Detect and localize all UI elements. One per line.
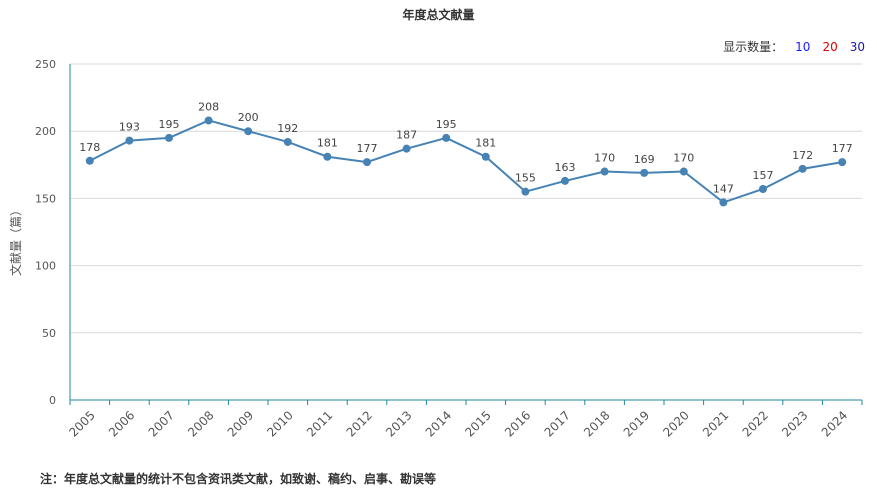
y-tick-label: 200 <box>35 125 56 138</box>
y-tick-label: 100 <box>35 260 56 273</box>
data-label: 208 <box>198 100 219 113</box>
data-point[interactable] <box>363 158 371 167</box>
x-tick-label: 2007 <box>146 408 177 439</box>
line-chart: 0 50 100 150 200 250 2005 2006 2007 2008 2009 2010 2… <box>8 58 863 440</box>
data-point[interactable] <box>521 187 530 196</box>
series-line <box>89 119 843 204</box>
data-point[interactable] <box>719 198 728 207</box>
data-label: 192 <box>277 122 298 135</box>
data-label: 147 <box>713 182 734 195</box>
data-label: 169 <box>634 153 655 166</box>
data-label: 181 <box>475 137 496 150</box>
data-label: 177 <box>832 142 853 155</box>
data-label: 177 <box>357 142 378 155</box>
data-label: 178 <box>79 141 100 154</box>
data-point[interactable] <box>125 136 134 145</box>
data-point[interactable] <box>481 152 490 161</box>
data-point[interactable] <box>283 137 292 146</box>
data-point[interactable] <box>759 184 767 193</box>
x-tick-label: 2006 <box>106 408 137 439</box>
y-tick-label: 150 <box>35 192 56 205</box>
x-tick-label: 2024 <box>819 408 850 439</box>
x-tick-label: 2021 <box>700 408 731 439</box>
data-point[interactable] <box>679 167 688 176</box>
x-tick-label: 2009 <box>225 408 256 439</box>
y-tick-label: 0 <box>49 394 56 407</box>
data-point[interactable] <box>204 116 213 125</box>
x-tick-label: 2023 <box>779 408 810 439</box>
data-point[interactable] <box>323 152 332 161</box>
x-tick-label: 2015 <box>462 408 493 439</box>
x-tick-label: 2008 <box>185 408 216 439</box>
display-count-30[interactable]: 30 <box>849 39 865 54</box>
x-tick-label: 2011 <box>304 408 335 439</box>
display-count-label: 显示数量： <box>723 40 784 54</box>
x-tick-label: 2016 <box>502 408 533 439</box>
data-point[interactable] <box>561 176 569 185</box>
data-point[interactable] <box>402 144 411 153</box>
display-count-10[interactable]: 10 <box>795 39 811 54</box>
x-tick-label: 2018 <box>581 408 612 439</box>
data-point[interactable] <box>165 133 173 142</box>
x-tick-label: 2019 <box>621 408 652 439</box>
data-label: 170 <box>594 152 615 165</box>
data-point[interactable] <box>798 164 807 173</box>
data-point[interactable] <box>600 167 609 176</box>
data-label: 187 <box>396 129 417 142</box>
data-label: 181 <box>317 137 338 150</box>
y-tick-label: 250 <box>35 58 56 71</box>
data-label: 200 <box>238 111 259 124</box>
data-label: 172 <box>792 149 813 162</box>
x-tick-label: 2010 <box>264 408 295 439</box>
data-point[interactable] <box>244 127 253 136</box>
x-tick-label: 2013 <box>383 408 414 439</box>
x-tick-label: 2012 <box>344 408 375 439</box>
data-label: 170 <box>673 152 694 165</box>
data-label: 155 <box>515 172 536 185</box>
data-label: 195 <box>159 118 180 131</box>
data-point[interactable] <box>640 168 649 177</box>
x-tick-label: 2022 <box>740 408 771 439</box>
data-label: 195 <box>436 118 457 131</box>
x-tick-label: 2020 <box>660 408 691 439</box>
y-tick-label: 50 <box>42 327 56 340</box>
data-label: 193 <box>119 121 140 134</box>
data-point[interactable] <box>85 156 94 165</box>
x-tick-label: 2017 <box>542 408 573 439</box>
footnote: 注：年度总文献量的统计不包含资讯类文献，如致谢、稿约、启事、勘误等 <box>40 472 437 486</box>
chart-title: 年度总文献量 <box>402 8 475 22</box>
data-label: 163 <box>555 161 576 174</box>
data-point[interactable] <box>838 158 847 167</box>
display-count-switch: 显示数量： 10 20 30 <box>723 38 865 55</box>
data-label: 157 <box>753 169 774 182</box>
x-tick-label: 2005 <box>66 408 97 439</box>
display-count-20[interactable]: 20 <box>822 39 838 54</box>
y-axis-label: 文献量（篇） <box>8 204 23 276</box>
data-point[interactable] <box>442 133 451 142</box>
x-tick-label: 2014 <box>423 408 454 439</box>
